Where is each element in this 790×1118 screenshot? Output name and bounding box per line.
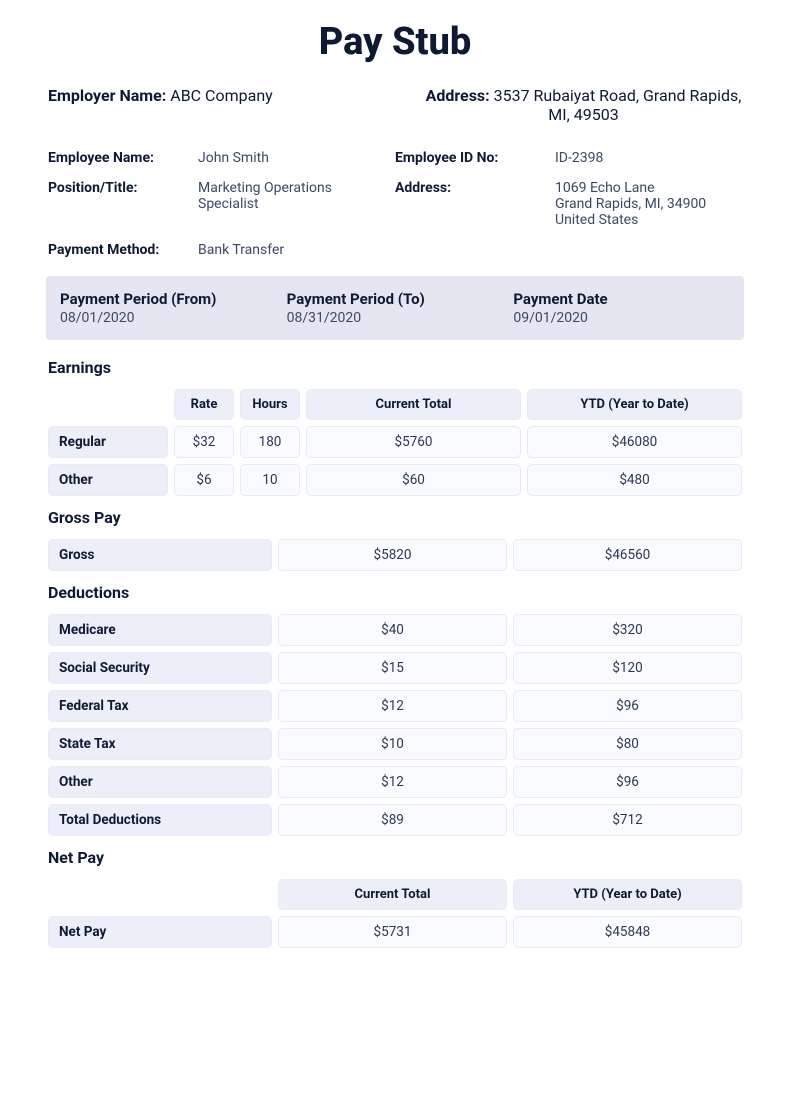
grosspay-title: Gross Pay (48, 508, 742, 527)
employee-address-line2: Grand Rapids, MI, 34900 (555, 196, 742, 212)
employee-id: ID-2398 (555, 150, 742, 166)
deduction-label: Other (48, 766, 272, 798)
employee-info: Employee Name: John Smith Employee ID No… (48, 150, 742, 258)
earnings-hours: 180 (240, 426, 300, 458)
earnings-header-row: Rate Hours Current Total YTD (Year to Da… (48, 389, 742, 420)
deduction-current: $10 (278, 728, 507, 760)
earnings-hours: 10 (240, 464, 300, 496)
netpay-col-current: Current Total (278, 879, 507, 910)
position-label: Position/Title: (48, 180, 188, 228)
col-current: Current Total (306, 389, 521, 420)
employer-address-value: 3537 Rubaiyat Road, Grand Rapids, MI, 49… (494, 86, 742, 124)
earnings-row: Other$610$60$480 (48, 464, 742, 496)
employer-address-label: Address: (426, 86, 490, 105)
employee-name-label: Employee Name: (48, 150, 188, 166)
deduction-row: Federal Tax$12$96 (48, 690, 742, 722)
employer-name-label: Employer Name: (48, 86, 166, 105)
deduction-ytd: $80 (513, 728, 742, 760)
deduction-label: State Tax (48, 728, 272, 760)
earnings-current: $5760 (306, 426, 521, 458)
employee-address: 1069 Echo Lane Grand Rapids, MI, 34900 U… (555, 180, 742, 228)
deduction-row: State Tax$10$80 (48, 728, 742, 760)
netpay-label: Net Pay (48, 916, 272, 948)
earnings-ytd: $480 (527, 464, 742, 496)
empty-cell (48, 389, 168, 420)
deduction-label: Social Security (48, 652, 272, 684)
deduction-label: Federal Tax (48, 690, 272, 722)
earnings-ytd: $46080 (527, 426, 742, 458)
deduction-row: Total Deductions$89$712 (48, 804, 742, 836)
employer-name-value: ABC Company (170, 86, 272, 105)
col-hours: Hours (240, 389, 300, 420)
employee-id-label: Employee ID No: (395, 150, 545, 166)
earnings-row-label: Other (48, 464, 168, 496)
earnings-rate: $32 (174, 426, 234, 458)
col-rate: Rate (174, 389, 234, 420)
page-title: Pay Stub (48, 20, 742, 64)
deduction-current: $89 (278, 804, 507, 836)
netpay-row: Net Pay $5731 $45848 (48, 916, 742, 948)
employee-address-line3: United States (555, 212, 742, 228)
deduction-ytd: $96 (513, 690, 742, 722)
payment-period-bar: Payment Period (From) 08/01/2020 Payment… (46, 276, 744, 340)
gross-current: $5820 (278, 539, 507, 571)
deductions-title: Deductions (48, 583, 742, 602)
payment-method: Bank Transfer (198, 242, 385, 258)
employer-info: Employer Name: ABC Company Address: 3537… (48, 86, 742, 124)
position: Marketing Operations Specialist (198, 180, 385, 228)
deduction-label: Medicare (48, 614, 272, 646)
deduction-current: $40 (278, 614, 507, 646)
deduction-row: Medicare$40$320 (48, 614, 742, 646)
deduction-current: $12 (278, 690, 507, 722)
earnings-row-label: Regular (48, 426, 168, 458)
deduction-row: Other$12$96 (48, 766, 742, 798)
deduction-ytd: $96 (513, 766, 742, 798)
earnings-rate: $6 (174, 464, 234, 496)
employee-name: John Smith (198, 150, 385, 166)
netpay-title: Net Pay (48, 848, 742, 867)
deduction-ytd: $320 (513, 614, 742, 646)
netpay-ytd: $45848 (513, 916, 742, 948)
gross-label: Gross (48, 539, 272, 571)
deduction-ytd: $120 (513, 652, 742, 684)
gross-row: Gross $5820 $46560 (48, 539, 742, 571)
deduction-label: Total Deductions (48, 804, 272, 836)
employee-address-line1: 1069 Echo Lane (555, 180, 742, 196)
employee-address-label: Address: (395, 180, 545, 228)
deduction-ytd: $712 (513, 804, 742, 836)
period-from: 08/01/2020 (60, 310, 277, 326)
netpay-col-ytd: YTD (Year to Date) (513, 879, 742, 910)
earnings-current: $60 (306, 464, 521, 496)
deduction-current: $15 (278, 652, 507, 684)
netpay-header-row: Current Total YTD (Year to Date) (48, 879, 742, 910)
period-to-label: Payment Period (To) (287, 290, 504, 308)
gross-ytd: $46560 (513, 539, 742, 571)
payment-date-label: Payment Date (513, 290, 730, 308)
empty-cell (48, 879, 272, 910)
period-from-label: Payment Period (From) (60, 290, 277, 308)
earnings-title: Earnings (48, 358, 742, 377)
payment-method-label: Payment Method: (48, 242, 188, 258)
earnings-row: Regular$32180$5760$46080 (48, 426, 742, 458)
netpay-current: $5731 (278, 916, 507, 948)
payment-date: 09/01/2020 (513, 310, 730, 326)
deduction-row: Social Security$15$120 (48, 652, 742, 684)
deduction-current: $12 (278, 766, 507, 798)
col-ytd: YTD (Year to Date) (527, 389, 742, 420)
period-to: 08/31/2020 (287, 310, 504, 326)
